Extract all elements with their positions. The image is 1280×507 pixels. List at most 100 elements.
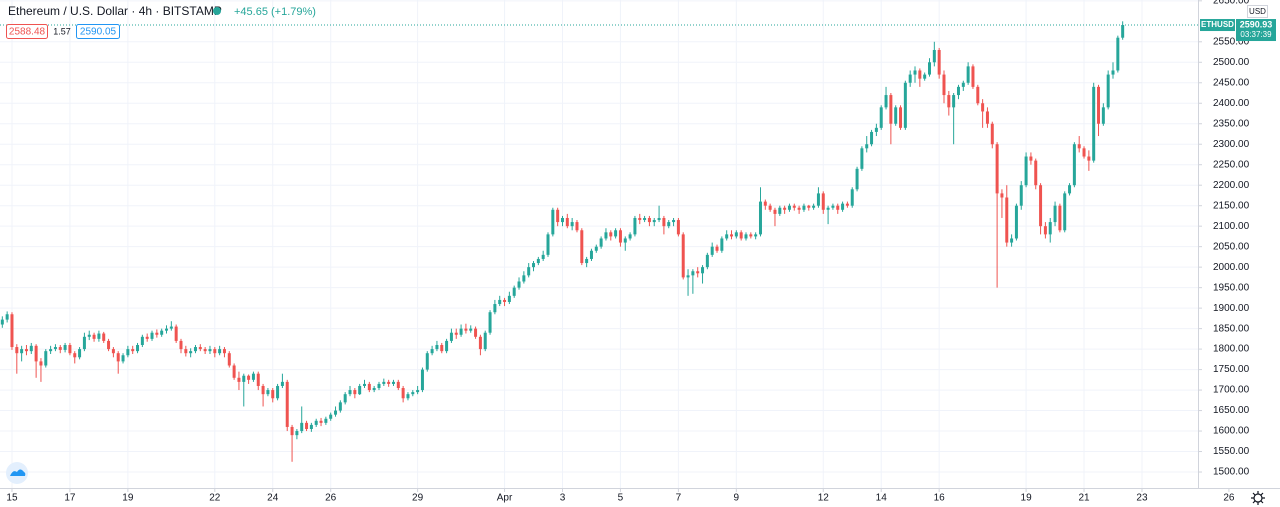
candle-body <box>140 336 144 346</box>
candle-body <box>314 420 318 425</box>
candle-body <box>879 107 883 128</box>
candle-body <box>532 263 536 268</box>
candle-body <box>623 238 627 243</box>
candle-body <box>363 383 366 386</box>
price-label-box <box>1236 19 1276 42</box>
candle-body <box>73 353 77 358</box>
candle-body <box>652 220 656 223</box>
candle-body <box>522 275 526 282</box>
settings-button[interactable] <box>1251 491 1265 505</box>
candle-body <box>512 287 516 296</box>
candle-body <box>739 232 743 239</box>
candle-body <box>440 345 444 352</box>
y-tick-label: 2050.00 <box>1213 241 1250 252</box>
candle-body <box>411 392 415 395</box>
candle-body <box>1101 107 1105 124</box>
bid-box[interactable] <box>6 24 48 39</box>
candle-body <box>24 349 28 352</box>
x-tick-label: 29 <box>412 493 424 504</box>
candle-body <box>754 234 758 237</box>
candle-body <box>1000 193 1004 198</box>
y-tick-label: 2450.00 <box>1213 77 1250 88</box>
candle-body <box>551 209 555 235</box>
candle-body <box>783 207 787 210</box>
y-tick-label: 2550.00 <box>1213 36 1250 47</box>
candle-body <box>517 281 521 288</box>
candle-body <box>10 314 14 348</box>
x-tick-label: 19 <box>122 493 134 504</box>
candle-body <box>174 326 178 341</box>
candle-body <box>184 349 188 354</box>
candle-body <box>701 267 705 274</box>
candle-body <box>242 375 246 382</box>
candle-body <box>870 131 874 145</box>
symbol-label: ETHUSD <box>1201 20 1234 29</box>
candle-body <box>889 95 893 124</box>
candle-body <box>749 234 753 237</box>
y-tick-label: 2350.00 <box>1213 118 1250 129</box>
candle-body <box>845 203 849 206</box>
logo[interactable] <box>6 462 28 484</box>
logo-cloud[interactable] <box>10 469 26 477</box>
candle-body <box>560 217 564 223</box>
candle-body <box>778 207 782 214</box>
candle-body <box>280 381 284 386</box>
candle-body <box>1034 160 1038 186</box>
candle-body <box>715 246 719 251</box>
candle-body <box>382 381 386 384</box>
candle-body <box>1024 156 1028 186</box>
candle-body <box>928 62 931 75</box>
x-tick-label: 16 <box>934 493 946 504</box>
y-tick-label: 1500.00 <box>1213 467 1250 478</box>
y-tick-label: 1550.00 <box>1213 446 1250 457</box>
candle-body <box>1082 148 1086 157</box>
candle-body <box>807 205 811 208</box>
candle-body <box>87 334 91 337</box>
y-tick-label: 2100.00 <box>1213 221 1250 232</box>
y-tick-label: 2150.00 <box>1213 200 1250 211</box>
candle-body <box>725 234 729 239</box>
candle-body <box>821 193 825 210</box>
candle-body <box>633 217 637 235</box>
currency-box[interactable] <box>1247 5 1268 18</box>
candle-body <box>797 207 801 210</box>
candle-body <box>995 144 999 194</box>
candle-body <box>1097 86 1101 124</box>
candle-body <box>82 336 86 350</box>
y-tick-label: 1800.00 <box>1213 344 1250 355</box>
candle-body <box>464 328 468 331</box>
candle-body <box>903 82 907 128</box>
spread: 1.57 <box>53 26 71 36</box>
x-tick-label: 14 <box>876 493 888 504</box>
candle-body <box>247 375 251 380</box>
y-tick-label: 1950.00 <box>1213 282 1250 293</box>
candle-body <box>498 299 502 305</box>
x-tick-label: 9 <box>734 493 740 504</box>
x-tick-label: Apr <box>497 493 513 504</box>
candle-body <box>5 314 9 320</box>
candle-body <box>1014 205 1018 239</box>
candle-body <box>812 205 816 208</box>
candle-body <box>276 385 280 399</box>
candle-body <box>126 349 130 356</box>
y-tick-label: 1750.00 <box>1213 364 1250 375</box>
candle-body <box>58 347 62 350</box>
candle-body <box>816 193 820 206</box>
candle-body <box>662 217 666 227</box>
candle-body <box>338 402 342 411</box>
candle-body <box>377 383 381 389</box>
candle-body <box>1005 197 1009 243</box>
candle-body <box>1068 185 1072 194</box>
candle-body <box>734 232 738 237</box>
candle-body <box>1010 238 1014 243</box>
candle-body <box>372 388 376 391</box>
ask-box[interactable] <box>76 24 120 39</box>
x-tick-label: 7 <box>676 493 682 504</box>
candle-body <box>1072 144 1076 186</box>
candle-body <box>445 340 449 352</box>
candle-body <box>691 271 695 276</box>
candle-body <box>430 349 434 354</box>
gear-teeth[interactable] <box>1251 491 1265 505</box>
candle-body <box>227 353 231 366</box>
candle-body <box>391 381 395 384</box>
